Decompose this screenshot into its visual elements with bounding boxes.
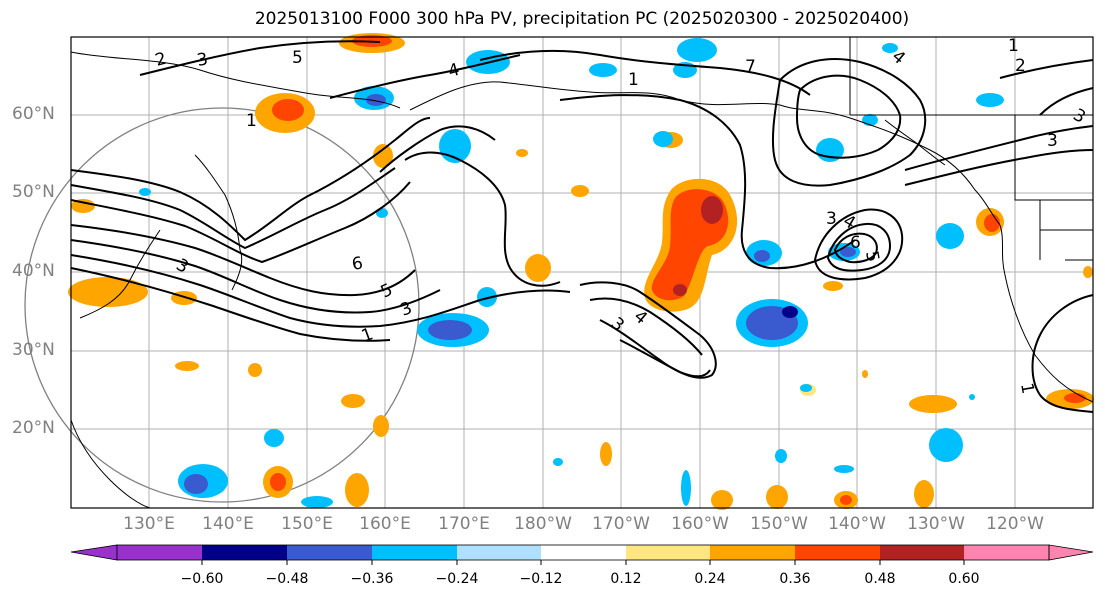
lon-label: 180°W xyxy=(514,514,572,534)
lat-label: 50°N xyxy=(12,182,55,202)
contour-label: 3 xyxy=(1047,131,1058,151)
colorbar-tick-label: 0.60 xyxy=(948,571,980,587)
contour-label: 1 xyxy=(246,111,257,131)
colorbar-extend-high xyxy=(1048,544,1094,561)
lon-label: 150°W xyxy=(750,514,808,534)
lat-label: 20°N xyxy=(12,418,55,438)
lon-label: 170°E xyxy=(438,514,490,534)
colorbar-tick-label: −0.60 xyxy=(180,571,224,587)
colorbar-tick-label: 0.48 xyxy=(864,571,896,587)
colorbar xyxy=(70,544,1094,565)
map-title: 2025013100 F000 300 hPa PV, precipitatio… xyxy=(254,9,910,29)
contour-labels: 2 3 5 4 1 7 1 2 1 4 3 6 5 3 1 3 3 4 6 5 … xyxy=(153,36,1089,396)
lon-label: 150°E xyxy=(281,514,333,534)
contour-label: 1 xyxy=(1016,381,1038,395)
contour-label: 2 xyxy=(1015,56,1026,76)
lat-label: 40°N xyxy=(12,261,55,281)
colorbar-tick-label: 0.24 xyxy=(694,571,726,587)
colorbar-tick-label: 0.12 xyxy=(610,571,642,587)
contour-label: 1 xyxy=(628,70,639,90)
contour-label: 6 xyxy=(350,253,364,275)
contour-label: 1 xyxy=(1008,36,1019,56)
contour-label: 5 xyxy=(861,249,883,263)
lat-label: 60°N xyxy=(12,104,55,124)
contour-label: 6 xyxy=(850,233,861,253)
lon-label: 140°E xyxy=(202,514,254,534)
pv-contours xyxy=(70,40,1094,413)
lon-label: 140°W xyxy=(828,514,886,534)
colorbar-tick-label: −0.36 xyxy=(350,571,394,587)
contour-label: 7 xyxy=(745,57,756,77)
colorbar-tick-label: 0.36 xyxy=(779,571,811,587)
lon-label: 120°W xyxy=(986,514,1044,534)
contour-label: 2 xyxy=(153,49,169,71)
colorbar-tick-label: −0.12 xyxy=(519,571,563,587)
lat-label: 30°N xyxy=(12,340,55,360)
contour-label: 5 xyxy=(292,48,303,68)
coastlines xyxy=(70,37,1094,509)
lon-label: 130°E xyxy=(123,514,175,534)
colorbar-tick-label: −0.48 xyxy=(265,571,309,587)
colorbar-tick-label: −0.24 xyxy=(435,571,479,587)
lon-label: 160°W xyxy=(671,514,729,534)
contour-label: 3 xyxy=(195,49,209,71)
lon-label: 170°W xyxy=(592,514,650,534)
lon-label: 160°E xyxy=(359,514,411,534)
contour-label: 3 xyxy=(826,209,837,229)
colorbar-extend-low xyxy=(70,544,118,561)
contour-label: 4 xyxy=(446,60,462,82)
lon-label: 130°W xyxy=(907,514,965,534)
map-frame xyxy=(70,36,1094,509)
reference-circle xyxy=(24,107,420,503)
precipitation-shading xyxy=(68,33,1094,510)
